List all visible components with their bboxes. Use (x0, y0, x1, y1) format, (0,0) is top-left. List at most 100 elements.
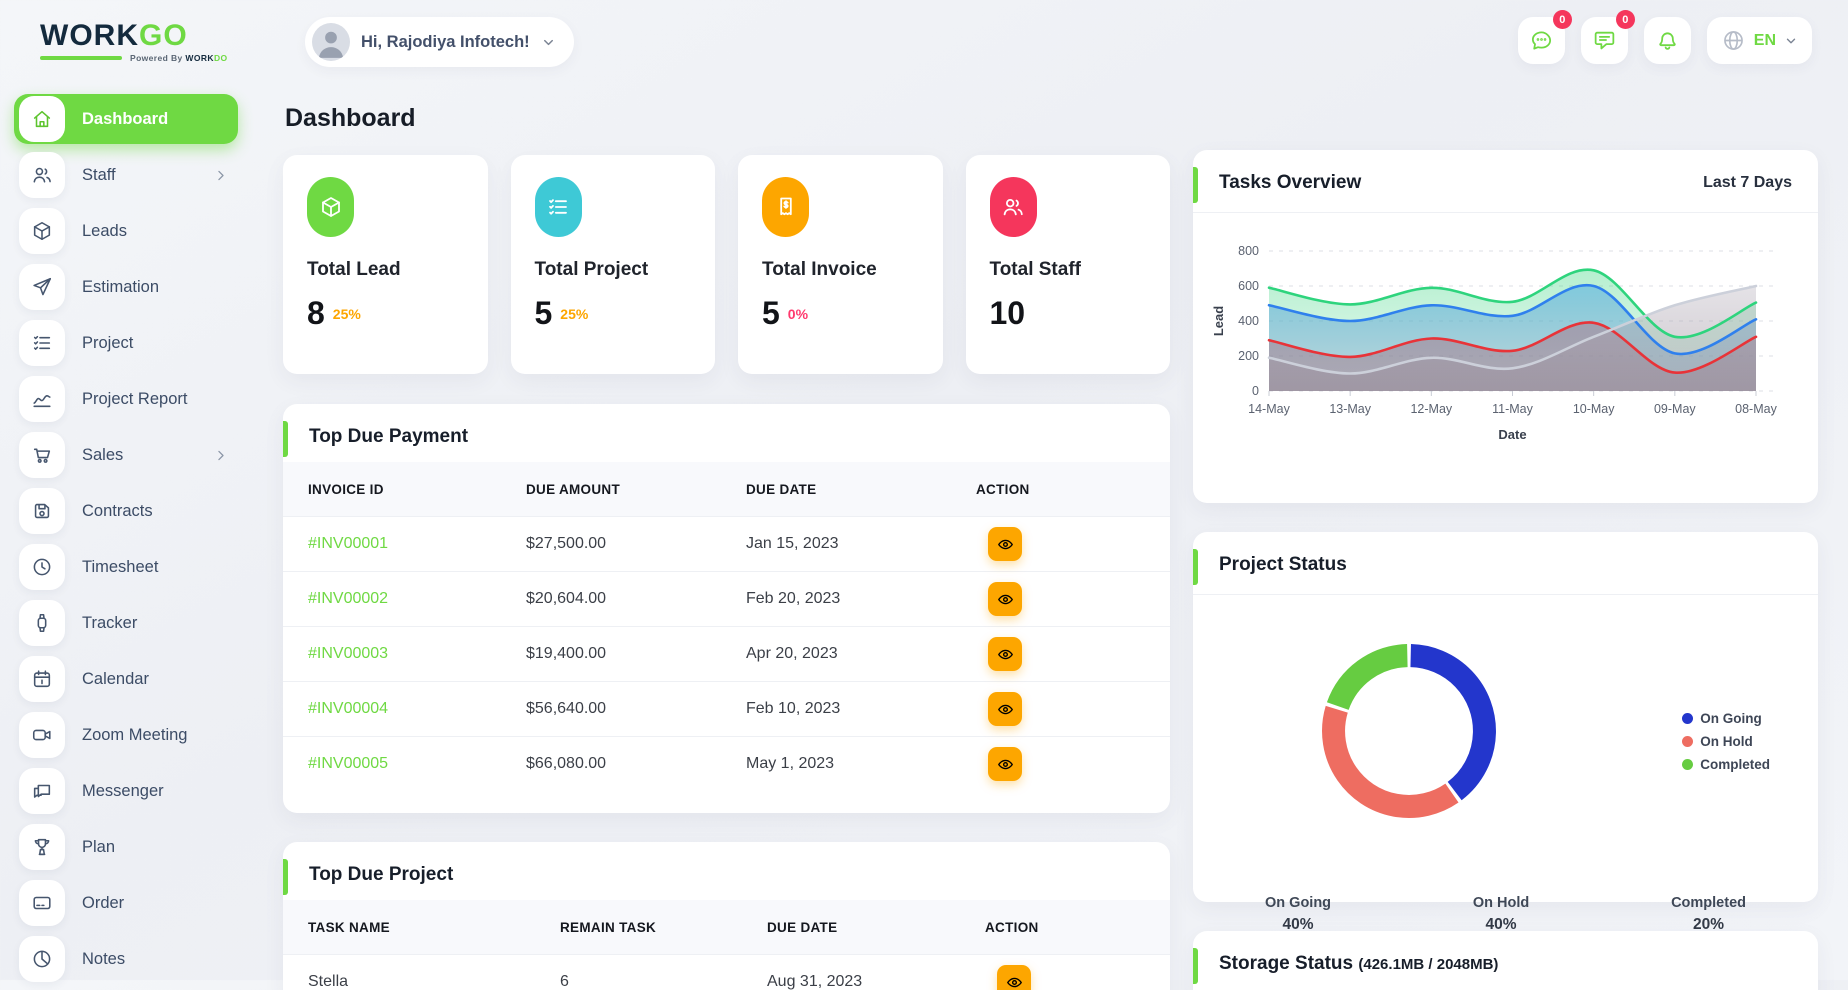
slice-stat-on-going: On Going 40% (1265, 895, 1331, 934)
sidebar-item-sales[interactable]: Sales (14, 430, 238, 480)
sidebar-item-staff[interactable]: Staff (14, 150, 238, 200)
chevron-right-icon (213, 168, 228, 183)
cell-due-date: Aug 31, 2023 (767, 973, 985, 990)
sidebar-item-contracts[interactable]: Contracts (14, 486, 238, 536)
view-button[interactable] (988, 582, 1022, 616)
storage-status-card: Storage Status (426.1MB / 2048MB) (1193, 931, 1818, 990)
cell-due-amount: $66,080.00 (526, 755, 746, 773)
eye-icon (997, 591, 1014, 608)
svg-text:13-May: 13-May (1329, 402, 1371, 416)
sidebar-item-messenger[interactable]: Messenger (14, 766, 238, 816)
sidebar-item-leads[interactable]: Leads (14, 206, 238, 256)
slice-stat-on-hold: On Hold 40% (1473, 895, 1529, 934)
cell-due-amount: $27,500.00 (526, 535, 746, 553)
card-accent-bar (283, 859, 288, 895)
cube-icon (19, 208, 65, 254)
sidebar-item-timesheet[interactable]: Timesheet (14, 542, 238, 592)
sidebar-item-label: Tracker (82, 614, 137, 633)
view-button[interactable] (988, 692, 1022, 726)
eye-icon (997, 536, 1014, 553)
eye-icon (1006, 974, 1023, 990)
svg-text:Lead: Lead (1211, 306, 1226, 336)
cell-task-name: Stella (308, 973, 560, 990)
sidebar-item-label: Notes (82, 950, 125, 969)
sidebar-item-label: Sales (82, 446, 123, 465)
column-header: DUE DATE (746, 482, 976, 497)
sidebar-item-label: Contracts (82, 502, 153, 521)
sidebar-item-label: Plan (82, 838, 115, 857)
sidebar-item-zoom-meeting[interactable]: Zoom Meeting (14, 710, 238, 760)
storage-detail: (426.1MB / 2048MB) (1358, 956, 1498, 973)
sidebar-item-calendar[interactable]: Calendar (14, 654, 238, 704)
view-button[interactable] (988, 637, 1022, 671)
view-button[interactable] (988, 747, 1022, 781)
card-title: Tasks Overview (1219, 172, 1361, 194)
sidebar-item-label: Dashboard (82, 110, 168, 129)
legend-item-completed[interactable]: Completed (1682, 753, 1770, 776)
legend-label: Completed (1700, 757, 1770, 772)
sidebar-item-tracker[interactable]: Tracker (14, 598, 238, 648)
list-check-icon (535, 177, 582, 237)
eye-icon (997, 646, 1014, 663)
cell-remain-task: 6 (560, 973, 767, 990)
sidebar-item-project-report[interactable]: Project Report (14, 374, 238, 424)
workgo-logo[interactable]: WORKGO Powered By WORKDO (0, 21, 250, 63)
column-header: INVOICE ID (308, 482, 526, 497)
sidebar-item-project[interactable]: Project (14, 318, 238, 368)
sidebar-item-dashboard[interactable]: Dashboard (14, 94, 238, 144)
column-header: ACTION (976, 482, 1145, 497)
home-icon (19, 96, 65, 142)
clock-icon (19, 544, 65, 590)
legend-label: On Going (1700, 711, 1762, 726)
card-accent-bar (283, 421, 288, 457)
chevron-right-icon (213, 448, 228, 463)
save-icon (19, 488, 65, 534)
donut-chart (1311, 633, 1507, 829)
column-header: REMAIN TASK (560, 920, 767, 935)
globe-icon (1721, 28, 1746, 53)
cell-due-amount: $19,400.00 (526, 645, 746, 663)
sidebar-item-label: Messenger (82, 782, 164, 801)
video-icon (19, 712, 65, 758)
sidebar-item-plan[interactable]: Plan (14, 822, 238, 872)
stat-percent: 25% (560, 306, 588, 322)
legend-item-on-going[interactable]: On Going (1682, 707, 1770, 730)
view-button[interactable] (997, 965, 1031, 990)
stat-percent: 25% (333, 306, 361, 322)
sidebar-item-label: Timesheet (82, 558, 158, 577)
card-accent-bar (1193, 167, 1198, 203)
stat-value: 5 (535, 295, 553, 332)
cell-due-date: May 1, 2023 (746, 755, 976, 773)
sidebar-item-estimation[interactable]: Estimation (14, 262, 238, 312)
chart-line-icon (19, 376, 65, 422)
stat-label: Total Staff (990, 259, 1147, 281)
stat-card-total-invoice: Total Invoice 5 0% (738, 155, 943, 374)
user-menu[interactable]: Hi, Rajodiya Infotech! (305, 17, 574, 67)
stat-value: 8 (307, 295, 325, 332)
eye-icon (997, 756, 1014, 773)
language-selector[interactable]: EN (1707, 17, 1812, 64)
chat-button[interactable]: 0 (1518, 17, 1565, 64)
stat-cards-row: Total Lead 8 25% Total Project 5 25% Tot… (283, 155, 1170, 374)
slice-label: On Hold (1473, 895, 1529, 911)
announcement-button[interactable]: 0 (1581, 17, 1628, 64)
bell-icon (1655, 28, 1680, 53)
sidebar-item-notes[interactable]: Notes (14, 934, 238, 984)
avatar (312, 23, 350, 61)
legend-item-on-hold[interactable]: On Hold (1682, 730, 1770, 753)
stat-card-total-staff: Total Staff 10 (966, 155, 1171, 374)
stat-value: 5 (762, 295, 780, 332)
sidebar-item-order[interactable]: Order (14, 878, 238, 928)
notifications-button[interactable] (1644, 17, 1691, 64)
cart-icon (19, 432, 65, 478)
svg-text:08-May: 08-May (1735, 402, 1777, 416)
view-button[interactable] (988, 527, 1022, 561)
svg-text:200: 200 (1238, 349, 1259, 363)
svg-text:10-May: 10-May (1573, 402, 1615, 416)
